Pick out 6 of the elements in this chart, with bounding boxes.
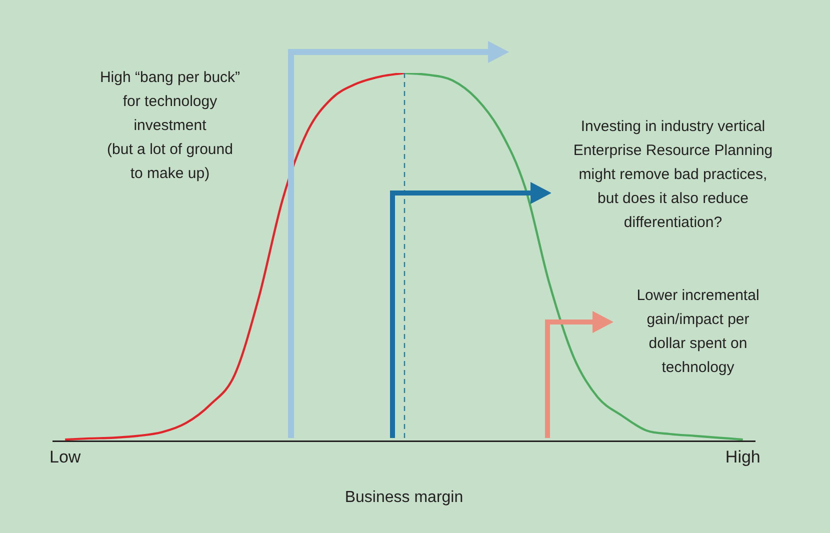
x-tick-label: High	[725, 447, 760, 466]
annotation: Lower incremental gain/impact per dollar spent on technology	[636, 286, 760, 378]
annotation: Investing in industry vertical Enterprise Resource Planning might remove bad practices, but does it also reduce differentiation?	[573, 117, 773, 233]
x-axis-title: Business margin	[344, 488, 464, 506]
x-tick-label: Low	[50, 447, 82, 466]
annotation: High “bang per buck” for technology investment (but a lot of ground to make up)	[100, 68, 240, 184]
